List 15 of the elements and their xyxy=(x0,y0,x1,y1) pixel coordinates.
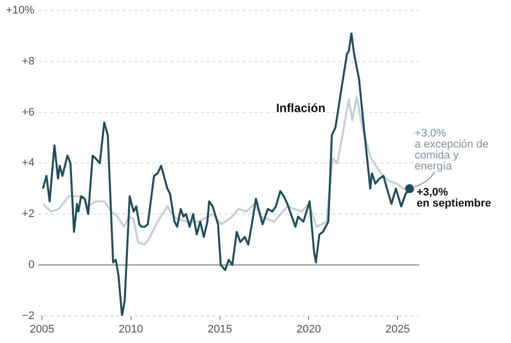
y-tick-label: +8 xyxy=(22,56,34,68)
y-tick-label: +4 xyxy=(22,157,34,170)
y-tick-label: 0 xyxy=(28,258,34,271)
x-tick-label: 2005 xyxy=(30,323,54,336)
y-tick-label: +2 xyxy=(22,208,34,220)
x-tick-label: 2020 xyxy=(296,323,321,336)
series-label: Inflación xyxy=(276,100,326,115)
y-tick-label: +10% xyxy=(6,4,35,17)
x-tick-label: 2025 xyxy=(385,323,410,336)
annotation: +3,0% a excepción de comida y energía xyxy=(414,128,489,173)
x-tick-label: 2010 xyxy=(118,323,144,336)
y-tick-label: +6 xyxy=(22,106,34,118)
y-tick-label: −2 xyxy=(22,310,34,322)
x-tick-label: 2015 xyxy=(208,323,232,336)
annotation: +3,0% en septiembre xyxy=(416,186,492,210)
